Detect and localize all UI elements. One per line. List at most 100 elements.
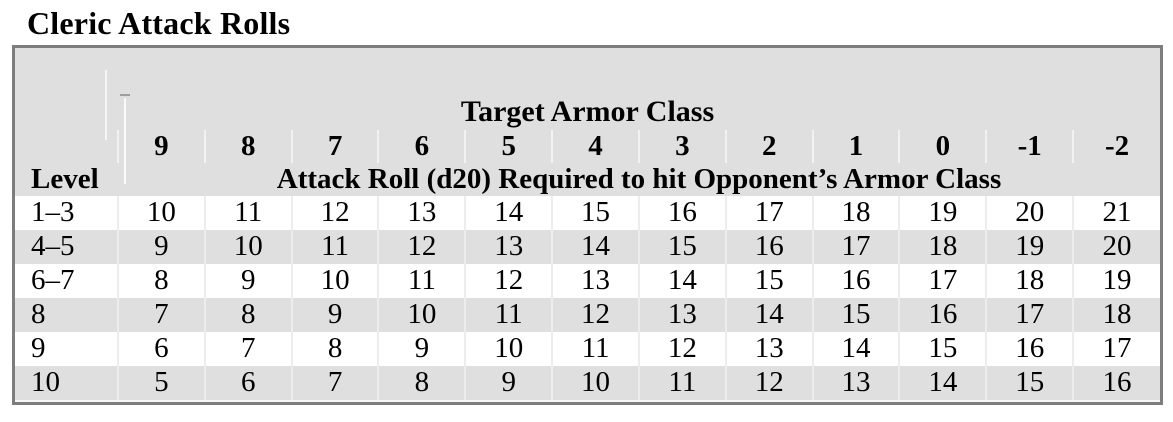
ac-column-header: 6	[377, 130, 466, 163]
attack-roll-cell: 14	[898, 365, 987, 403]
attack-roll-cell: 11	[377, 263, 466, 298]
attack-roll-cell: 15	[637, 229, 726, 264]
attack-roll-cell: 13	[811, 365, 900, 403]
ac-column-header: -2	[1072, 130, 1160, 163]
table-row: 6–7 8 9 10 11 12 13 14 15 16 17 18 19	[15, 263, 1160, 298]
attack-roll-cell: 5	[117, 365, 205, 403]
attack-roll-cell: 14	[811, 331, 900, 366]
attack-roll-cell: 10	[551, 365, 639, 403]
attack-roll-cell: 19	[898, 196, 987, 230]
attack-roll-cell: 17	[1072, 331, 1160, 366]
attack-roll-cell: 16	[985, 331, 1074, 366]
attack-roll-cell: 13	[551, 263, 639, 298]
attack-roll-cell: 14	[637, 263, 726, 298]
attack-roll-cell: 9	[117, 229, 205, 264]
attack-roll-cell: 10	[290, 263, 379, 298]
table-row: 1–3 10 11 12 13 14 15 16 17 18 19 20 21	[15, 196, 1160, 230]
attack-roll-cell: 14	[464, 196, 553, 230]
table-row: 9 6 7 8 9 10 11 12 13 14 15 16 17	[15, 331, 1160, 366]
ac-column-header: 0	[898, 130, 987, 163]
attack-roll-cell: 20	[985, 196, 1074, 230]
attack-table-body: 1–3 10 11 12 13 14 15 16 17 18 19 20 21 4–5 9 10 11 12 13 1…	[15, 196, 1160, 403]
attack-roll-cell: 14	[724, 297, 813, 332]
attack-roll-cell: 13	[724, 331, 813, 366]
attack-roll-cell: 15	[898, 331, 987, 366]
attack-roll-cell: 19	[1072, 263, 1160, 298]
attack-roll-cell: 15	[985, 365, 1074, 403]
attack-roll-cell: 18	[898, 229, 987, 264]
attack-roll-cell: 8	[117, 263, 205, 298]
ac-column-header: 5	[464, 130, 553, 163]
attack-roll-cell: 12	[290, 196, 379, 230]
attack-roll-cell: 21	[1072, 196, 1160, 230]
attack-roll-cell: 9	[203, 263, 292, 298]
attack-roll-cell: 13	[464, 229, 553, 264]
armor-class-header-row: 9 8 7 6 5 4 3 2 1 0 -1 -2	[15, 130, 1160, 163]
cleric-attack-table: Target Armor Class 9 8 7 6 5 4 3 2 1 0 -…	[15, 48, 1160, 403]
group-header-target-armor-class: Target Armor Class	[460, 95, 715, 128]
ac-column-header: -1	[985, 130, 1074, 163]
ac-column-header: 2	[724, 130, 813, 163]
ac-column-header: 8	[203, 130, 292, 163]
attack-roll-cell: 9	[377, 331, 466, 366]
level-cell: 4–5	[31, 230, 75, 263]
cleric-attack-table-frame: Target Armor Class 9 8 7 6 5 4 3 2 1 0 -…	[12, 45, 1163, 405]
attack-roll-cell: 8	[290, 331, 379, 366]
level-column-header: Level	[31, 163, 99, 195]
ac-column-header: 3	[637, 130, 726, 163]
scan-artifact-line	[124, 98, 126, 184]
level-cell: 9	[31, 332, 46, 365]
attack-roll-cell: 12	[551, 297, 639, 332]
attack-roll-cell: 16	[1072, 365, 1160, 403]
attack-roll-cell: 10	[464, 331, 553, 366]
attack-roll-cell: 9	[464, 365, 553, 403]
level-cell: 10	[15, 365, 118, 403]
attack-roll-cell: 10	[117, 196, 205, 230]
attack-roll-cell: 10	[203, 229, 292, 264]
table-row: 10 5 6 7 8 9 10 11 12 13 14 15 16	[15, 365, 1160, 403]
attack-roll-cell: 6	[117, 331, 205, 366]
table-row: 8 7 8 9 10 11 12 13 14 15 16 17 18	[15, 297, 1160, 332]
attack-roll-cell: 7	[117, 297, 205, 332]
header-spacer-cell	[15, 48, 1160, 94]
attack-roll-cell: 15	[551, 196, 639, 230]
attack-roll-cell: 20	[1072, 229, 1160, 264]
attack-roll-cell: 11	[551, 331, 639, 366]
level-cell: 6–7	[31, 264, 75, 297]
level-cell: 1–3	[31, 196, 75, 229]
attack-roll-cell: 18	[985, 263, 1074, 298]
attack-roll-cell: 11	[637, 365, 726, 403]
attack-roll-cell: 17	[985, 297, 1074, 332]
ac-column-header: 1	[811, 130, 900, 163]
attack-roll-cell: 17	[898, 263, 987, 298]
ac-column-header: 4	[551, 130, 639, 163]
attack-roll-cell: 15	[811, 297, 900, 332]
attack-roll-cell: 18	[1072, 297, 1160, 332]
attack-roll-cell: 15	[724, 263, 813, 298]
attack-roll-cell: 12	[377, 229, 466, 264]
attack-roll-cell: 8	[377, 365, 466, 403]
page-title: Cleric Attack Rolls	[27, 5, 291, 41]
attack-roll-cell: 18	[811, 196, 900, 230]
attack-roll-cell: 6	[203, 365, 292, 403]
attack-roll-cell: 17	[724, 196, 813, 230]
header-spacer-row	[15, 48, 1160, 94]
attack-roll-span-header: Attack Roll (d20) Required to hit Oppone…	[276, 163, 1002, 195]
attack-roll-cell: 19	[985, 229, 1074, 264]
attack-roll-cell: 9	[290, 297, 379, 332]
attack-roll-cell: 8	[203, 297, 292, 332]
attack-roll-cell: 14	[551, 229, 639, 264]
ac-column-header: 7	[290, 130, 379, 163]
level-column-spacer	[15, 130, 118, 163]
attack-roll-cell: 16	[898, 297, 987, 332]
attack-roll-cell: 7	[290, 365, 379, 403]
attack-roll-cell: 13	[377, 196, 466, 230]
attack-roll-cell: 13	[637, 297, 726, 332]
attack-roll-cell: 10	[377, 297, 466, 332]
attack-roll-cell: 16	[724, 229, 813, 264]
attack-roll-cell: 7	[203, 331, 292, 366]
attack-roll-cell: 11	[203, 196, 292, 230]
sub-header-row: Level Attack Roll (d20) Required to hit …	[15, 163, 1160, 196]
attack-roll-cell: 11	[290, 229, 379, 264]
